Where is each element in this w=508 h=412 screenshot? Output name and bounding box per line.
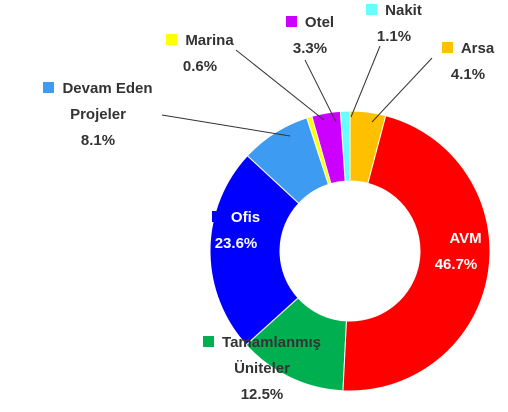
value-label: 3.3% xyxy=(292,40,328,57)
leader-lines xyxy=(161,45,433,137)
label-name: Arsa xyxy=(428,36,508,62)
category-label: AVM xyxy=(449,230,482,247)
data-label: Nakit 1.1% xyxy=(354,0,434,50)
donut-slice xyxy=(349,110,387,184)
label-name: Otel xyxy=(270,10,350,36)
legend-marker xyxy=(366,4,378,15)
category-label: Nakit xyxy=(385,2,422,19)
donut-slice xyxy=(209,155,300,346)
value-label: 1.1% xyxy=(376,28,412,45)
data-label: Tamamlanmış Üniteler 12.5% xyxy=(177,330,347,408)
value-label: 46.7% xyxy=(434,256,478,273)
leader-line xyxy=(161,114,291,137)
category-label: Marina xyxy=(185,32,234,49)
value-label: 12.5% xyxy=(240,386,284,403)
label-name: AVM xyxy=(411,226,501,252)
category-label: Ofis xyxy=(230,209,261,226)
value-label: 0.6% xyxy=(182,58,218,75)
data-label: Otel 3.3% xyxy=(270,10,350,62)
donut-slice xyxy=(342,115,491,392)
legend-marker xyxy=(203,336,215,347)
value-label: 4.1% xyxy=(450,66,486,83)
category-label: Devam Eden Projeler xyxy=(62,80,153,123)
label-name: Ofis xyxy=(196,205,276,231)
leader-line xyxy=(235,49,325,121)
donut-slice xyxy=(246,117,329,205)
leader-line xyxy=(371,57,433,123)
value-label: 8.1% xyxy=(80,132,116,149)
value-label: 23.6% xyxy=(214,235,258,252)
donut-slice xyxy=(245,297,348,392)
category-label: Tamamlanmış Üniteler xyxy=(222,334,321,377)
label-name: Devam Eden Projeler xyxy=(28,76,168,128)
legend-marker xyxy=(441,42,453,53)
category-label: Arsa xyxy=(460,40,495,57)
donut-slice xyxy=(311,110,346,185)
legend-marker xyxy=(285,16,297,27)
data-label: AVM 46.7% xyxy=(411,226,501,278)
data-label: Marina 0.6% xyxy=(150,28,250,80)
label-name: Tamamlanmış Üniteler xyxy=(177,330,347,382)
legend-marker xyxy=(430,232,442,243)
legend-marker xyxy=(43,82,55,93)
data-label: Devam Eden Projeler 8.1% xyxy=(28,76,168,154)
legend-marker xyxy=(211,211,223,222)
label-name: Nakit xyxy=(354,0,434,24)
leader-line xyxy=(350,45,381,118)
leader-line xyxy=(304,59,337,123)
legend-marker xyxy=(166,34,178,45)
data-label: Ofis 23.6% xyxy=(196,205,276,257)
category-label: Otel xyxy=(304,14,335,31)
label-name: Marina xyxy=(150,28,250,54)
data-label: Arsa 4.1% xyxy=(428,36,508,88)
